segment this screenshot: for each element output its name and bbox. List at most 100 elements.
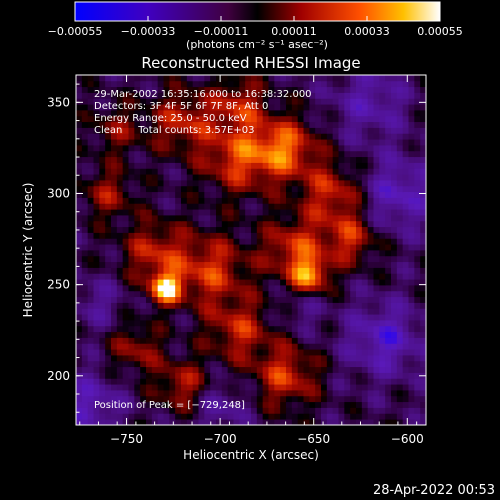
heatmap-cell xyxy=(256,110,264,117)
heatmap-cell xyxy=(245,145,252,152)
heatmap-cell xyxy=(420,98,426,105)
heatmap-cell xyxy=(111,308,118,315)
heatmap-cell xyxy=(151,127,159,134)
heatmap-cell xyxy=(181,110,188,117)
heatmap-cell xyxy=(122,75,129,82)
heatmap-cell xyxy=(315,121,322,128)
heatmap-cell xyxy=(221,150,229,158)
heatmap-cell xyxy=(169,366,176,373)
heatmap-cell xyxy=(373,331,380,338)
heatmap-cell xyxy=(396,296,404,303)
heatmap-cell xyxy=(402,98,409,105)
heatmap-cell xyxy=(210,349,217,356)
heatmap-cell xyxy=(326,407,334,414)
heatmap-cell xyxy=(105,366,112,373)
heatmap-cell xyxy=(326,191,334,198)
heatmap-cell xyxy=(157,139,164,146)
heatmap-cell xyxy=(420,162,426,169)
heatmap-cell xyxy=(210,180,217,187)
heatmap-cell xyxy=(379,337,386,344)
heatmap-cell xyxy=(385,180,392,187)
heatmap-cell xyxy=(251,267,258,274)
heatmap-cell xyxy=(163,121,170,128)
heatmap-cell xyxy=(175,308,182,315)
heatmap-cell xyxy=(151,80,159,88)
heatmap-cell xyxy=(163,215,170,222)
heatmap-cell xyxy=(175,331,182,338)
heatmap-cell xyxy=(414,209,421,216)
heatmap-cell xyxy=(151,314,159,321)
heatmap-cell xyxy=(105,419,112,425)
heatmap-cell xyxy=(303,267,310,274)
heatmap-cell xyxy=(227,407,234,414)
heatmap-cell xyxy=(87,174,94,181)
heatmap-cell xyxy=(221,296,229,303)
heatmap-cell xyxy=(373,168,380,175)
heatmap-cell xyxy=(321,250,328,257)
heatmap-cell xyxy=(391,168,398,175)
heatmap-cell xyxy=(291,104,299,111)
heatmap-cell xyxy=(140,384,147,391)
heatmap-cell xyxy=(245,180,252,187)
heatmap-cell xyxy=(186,75,194,82)
heatmap-cell xyxy=(99,185,106,193)
heatmap-cell xyxy=(251,209,258,216)
heatmap-cell xyxy=(262,115,269,123)
heatmap-cell xyxy=(93,325,100,333)
heatmap-cell xyxy=(93,390,100,397)
heatmap-cell xyxy=(262,203,269,210)
heatmap-cell xyxy=(291,378,299,385)
heatmap-cell xyxy=(385,413,392,420)
heatmap-cell xyxy=(227,104,234,111)
heatmap-cell xyxy=(181,261,188,268)
heatmap-cell xyxy=(280,372,287,379)
heatmap-cell xyxy=(391,203,398,210)
heatmap-cell xyxy=(291,255,299,263)
heatmap-cell xyxy=(181,232,188,239)
heatmap-cell xyxy=(344,296,351,303)
heatmap-cell xyxy=(157,407,164,414)
heatmap-cell xyxy=(356,168,363,175)
heatmap-cell xyxy=(321,372,328,379)
heatmap-cell xyxy=(111,419,118,425)
heatmap-cell xyxy=(111,104,118,111)
heatmap-cell xyxy=(408,390,415,397)
heatmap-cell xyxy=(303,226,310,233)
heatmap-cell xyxy=(81,98,89,105)
heatmap-cell xyxy=(361,209,369,216)
heatmap-cell xyxy=(391,209,398,216)
heatmap-cell xyxy=(350,401,357,408)
heatmap-cell xyxy=(216,255,223,263)
heatmap-cell xyxy=(396,86,404,93)
heatmap-cell xyxy=(256,401,264,408)
heatmap-cell xyxy=(181,279,188,286)
heatmap-cell xyxy=(379,209,386,216)
heatmap-cell xyxy=(408,127,415,134)
heatmap-cell xyxy=(186,197,194,204)
heatmap-cell xyxy=(350,174,357,181)
heatmap-cell xyxy=(402,390,409,397)
heatmap-cell xyxy=(204,180,211,187)
heatmap-cell xyxy=(87,197,94,204)
heatmap-cell xyxy=(204,378,211,385)
heatmap-cell xyxy=(245,250,252,257)
heatmap-cell xyxy=(175,145,182,152)
heatmap-cell xyxy=(198,86,205,93)
heatmap-cell xyxy=(169,98,176,105)
heatmap-cell xyxy=(414,150,421,158)
heatmap-cell xyxy=(93,419,100,425)
heatmap-cell xyxy=(128,127,135,134)
heatmap-cell xyxy=(99,372,106,379)
heatmap-cell xyxy=(332,145,339,152)
heatmap-cell xyxy=(239,390,246,397)
heatmap-cell xyxy=(291,80,299,88)
heatmap-cell xyxy=(286,104,293,111)
heatmap-cell xyxy=(163,360,170,368)
heatmap-cell xyxy=(251,390,258,397)
heatmap-cell xyxy=(367,302,374,309)
heatmap-cell xyxy=(391,308,398,315)
heatmap-cell xyxy=(361,162,369,169)
heatmap-cell xyxy=(227,267,234,274)
heatmap-cell xyxy=(373,413,380,420)
heatmap-cell xyxy=(134,308,141,315)
